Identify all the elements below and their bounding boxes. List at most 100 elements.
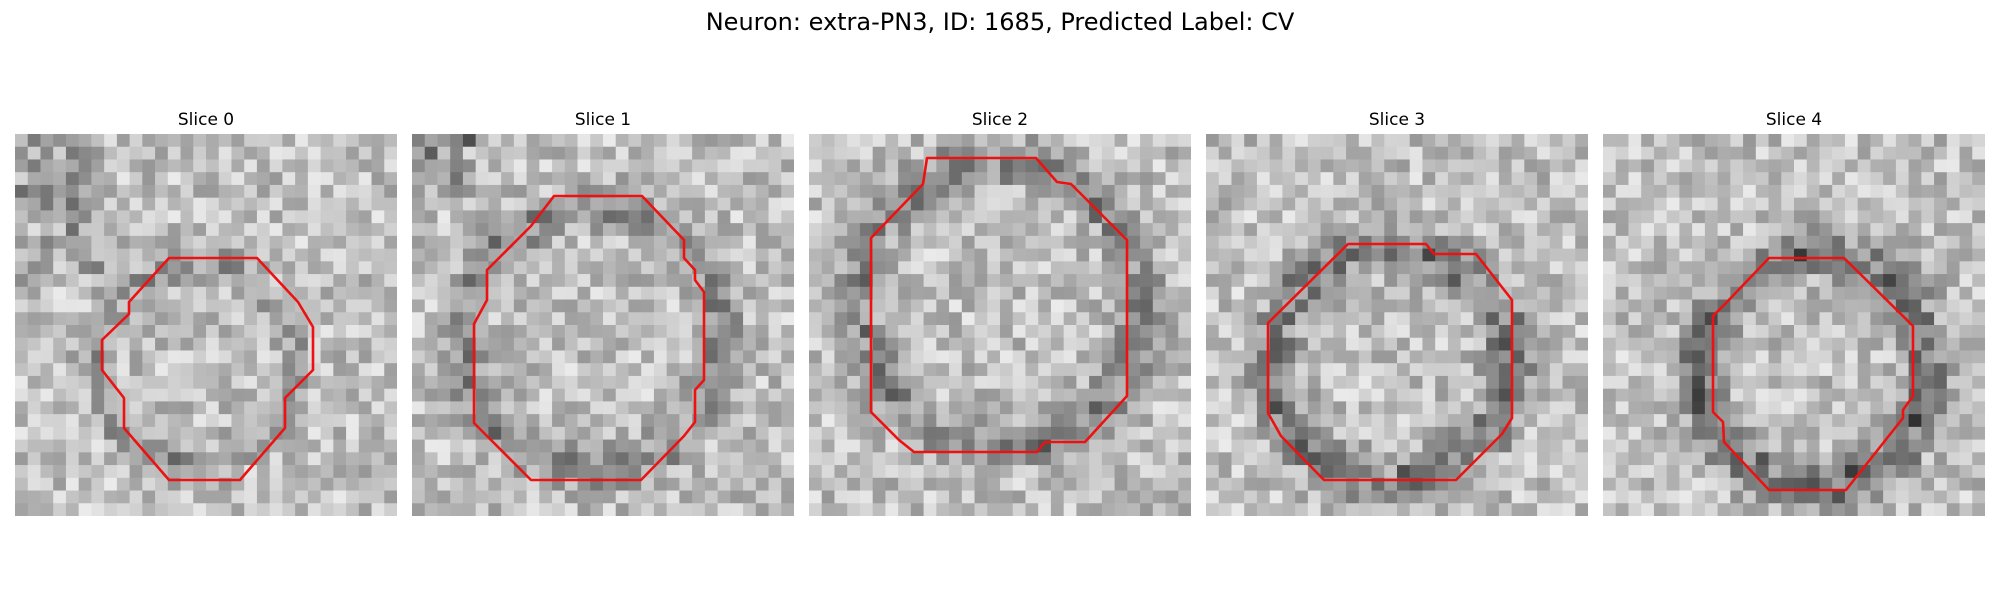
pixel <box>1730 465 1744 479</box>
pixel <box>1704 261 1718 275</box>
pixel <box>1435 159 1449 173</box>
pixel <box>1307 261 1321 275</box>
pixel <box>1959 235 1973 249</box>
pixel <box>603 274 617 288</box>
pixel <box>1653 503 1668 516</box>
pixel <box>1549 414 1563 428</box>
pixel <box>666 388 680 402</box>
pixel <box>384 401 397 415</box>
pixel <box>488 223 502 237</box>
pixel <box>1371 210 1385 224</box>
pixel <box>1101 477 1115 491</box>
pixel <box>1358 172 1372 186</box>
pixel <box>1870 223 1884 237</box>
pixel <box>1409 452 1423 466</box>
pixel <box>384 414 397 428</box>
pixel <box>1012 134 1026 148</box>
pixel <box>1615 172 1629 186</box>
pixel <box>1282 235 1296 249</box>
pixel <box>821 312 835 326</box>
pixel <box>40 490 54 504</box>
pixel <box>1206 325 1220 339</box>
pixel <box>1358 490 1372 504</box>
pixel <box>1473 375 1487 390</box>
pixel <box>1486 375 1500 390</box>
pixel <box>974 350 988 364</box>
pixel <box>1422 159 1436 173</box>
pixel <box>1498 350 1512 364</box>
pixel <box>910 312 924 326</box>
pixel <box>1537 363 1551 377</box>
pixel <box>256 274 271 288</box>
pixel <box>1692 159 1706 173</box>
pixel <box>564 490 578 504</box>
pixel <box>1959 350 1973 364</box>
pixel <box>717 503 731 516</box>
pixel <box>1256 426 1271 440</box>
pixel <box>412 426 426 440</box>
pixel <box>513 261 527 275</box>
pixel <box>1178 184 1191 199</box>
pixel <box>949 197 963 211</box>
pixel <box>1562 414 1576 428</box>
pixel <box>116 350 130 364</box>
pixel <box>730 223 744 237</box>
pixel <box>307 223 321 237</box>
pixel <box>412 350 426 364</box>
pixel <box>552 312 566 326</box>
pixel <box>1641 477 1655 491</box>
pixel <box>1282 375 1296 390</box>
pixel <box>346 223 360 237</box>
pixel <box>910 235 924 249</box>
pixel <box>1575 159 1588 173</box>
pixel <box>1666 337 1680 351</box>
pixel <box>1244 197 1258 211</box>
pixel <box>116 452 130 466</box>
pixel <box>653 375 668 390</box>
pixel <box>320 223 334 237</box>
pixel <box>501 452 515 466</box>
pixel <box>974 299 988 313</box>
pixel <box>1615 325 1629 339</box>
pixel <box>821 299 835 313</box>
pixel <box>40 363 54 377</box>
pixel <box>923 363 937 377</box>
pixel <box>206 401 220 415</box>
pixel <box>885 172 899 186</box>
pixel <box>590 159 604 173</box>
pixel <box>628 350 642 364</box>
pixel <box>1012 388 1026 402</box>
pixel <box>1934 286 1948 300</box>
pixel <box>65 465 80 479</box>
pixel <box>333 299 347 313</box>
pixel <box>1870 337 1884 351</box>
pixel <box>1076 325 1090 339</box>
pixel <box>333 197 347 211</box>
pixel <box>603 223 617 237</box>
pixel <box>1946 274 1960 288</box>
pixel <box>1679 312 1693 326</box>
pixel <box>615 401 629 415</box>
pixel <box>1422 210 1436 224</box>
pixel <box>1231 401 1245 415</box>
pixel <box>1231 299 1245 313</box>
pixel <box>1704 223 1718 237</box>
pixel <box>1152 184 1166 199</box>
pixel <box>1320 172 1334 186</box>
pixel <box>78 388 92 402</box>
pixel <box>1768 248 1782 262</box>
pixel <box>1524 172 1538 186</box>
pixel <box>603 401 617 415</box>
pixel <box>1346 299 1360 313</box>
pixel <box>437 350 451 364</box>
pixel <box>1524 210 1538 224</box>
pixel <box>65 274 80 288</box>
pixel <box>513 248 527 262</box>
pixel <box>1114 503 1128 516</box>
pixel <box>730 337 744 351</box>
pixel <box>615 172 629 186</box>
pixel <box>1498 197 1512 211</box>
pixel <box>809 223 823 237</box>
pixel <box>91 401 105 415</box>
pixel <box>1934 388 1948 402</box>
